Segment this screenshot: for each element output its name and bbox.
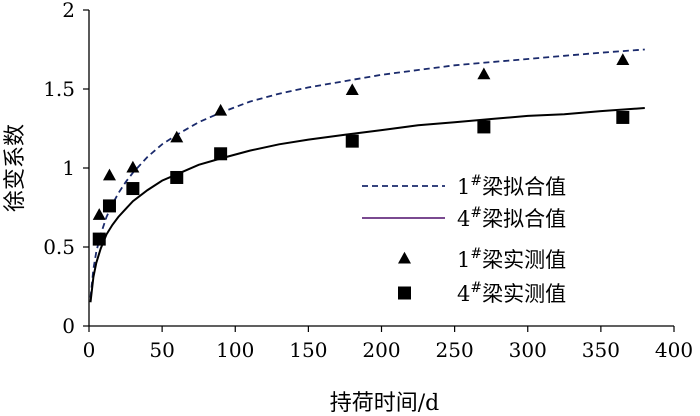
square-marker bbox=[616, 110, 630, 124]
fit-curve-dashed bbox=[89, 48, 645, 298]
x-ticks: 0 50 100 150 200 250 300 350 400 bbox=[83, 326, 693, 362]
triangle-marker bbox=[92, 208, 106, 220]
y-tick-label: 0.5 bbox=[43, 235, 75, 259]
triangle-marker bbox=[214, 103, 228, 116]
triangle-marker bbox=[126, 160, 140, 173]
series-4 bbox=[92, 110, 630, 246]
legend-item: 1#梁实测值 bbox=[398, 246, 566, 272]
square-marker bbox=[170, 170, 184, 184]
x-tick-label: 0 bbox=[83, 338, 96, 362]
legend-label: 1#梁拟合值 bbox=[457, 173, 566, 199]
square-marker bbox=[477, 120, 491, 134]
legend-label: 4#梁拟合值 bbox=[457, 205, 566, 231]
x-tick-label: 250 bbox=[436, 338, 474, 362]
triangle-marker bbox=[102, 168, 116, 181]
legend-triangle-marker bbox=[398, 251, 411, 264]
legend-label: 4#梁实测值 bbox=[457, 280, 566, 306]
legend-item: 1#梁拟合值 bbox=[362, 173, 566, 199]
series-3 bbox=[92, 53, 630, 220]
y-ticks: 0 0.5 1 1.5 2 bbox=[43, 0, 89, 338]
x-tick-label: 350 bbox=[582, 338, 620, 362]
y-tick-label: 1.5 bbox=[43, 77, 75, 101]
square-marker bbox=[214, 147, 228, 161]
triangle-marker bbox=[477, 67, 491, 80]
y-axis-title: 徐变系数 bbox=[3, 124, 28, 212]
axes bbox=[88, 10, 674, 327]
x-tick-label: 150 bbox=[289, 338, 327, 362]
square-marker bbox=[92, 232, 106, 246]
fit-curve-solid bbox=[89, 107, 645, 303]
square-marker bbox=[126, 182, 140, 196]
x-tick-label: 50 bbox=[149, 338, 174, 362]
legend-item: 4#梁拟合值 bbox=[362, 205, 566, 231]
square-marker bbox=[345, 134, 359, 148]
x-tick-label: 300 bbox=[509, 338, 547, 362]
x-tick-label: 400 bbox=[655, 338, 693, 362]
y-tick-label: 0 bbox=[62, 314, 75, 338]
x-tick-label: 200 bbox=[362, 338, 400, 362]
series-2 bbox=[89, 107, 645, 303]
y-tick-label: 1 bbox=[62, 156, 75, 180]
square-marker bbox=[102, 199, 116, 213]
triangle-marker bbox=[345, 83, 359, 96]
x-axis-title: 持荷时间/d bbox=[330, 391, 440, 416]
triangle-marker bbox=[616, 53, 630, 66]
legend-square-marker bbox=[398, 286, 411, 300]
legend: 1#梁拟合值 4#梁拟合值 1#梁实测值 4#梁实测值 bbox=[362, 173, 566, 306]
legend-label: 1#梁实测值 bbox=[457, 246, 566, 272]
triangle-marker bbox=[170, 130, 184, 143]
series-1 bbox=[89, 48, 645, 298]
legend-item: 4#梁实测值 bbox=[398, 280, 566, 306]
y-tick-label: 2 bbox=[62, 0, 75, 22]
x-tick-label: 100 bbox=[216, 338, 254, 362]
plot-area bbox=[89, 48, 645, 303]
